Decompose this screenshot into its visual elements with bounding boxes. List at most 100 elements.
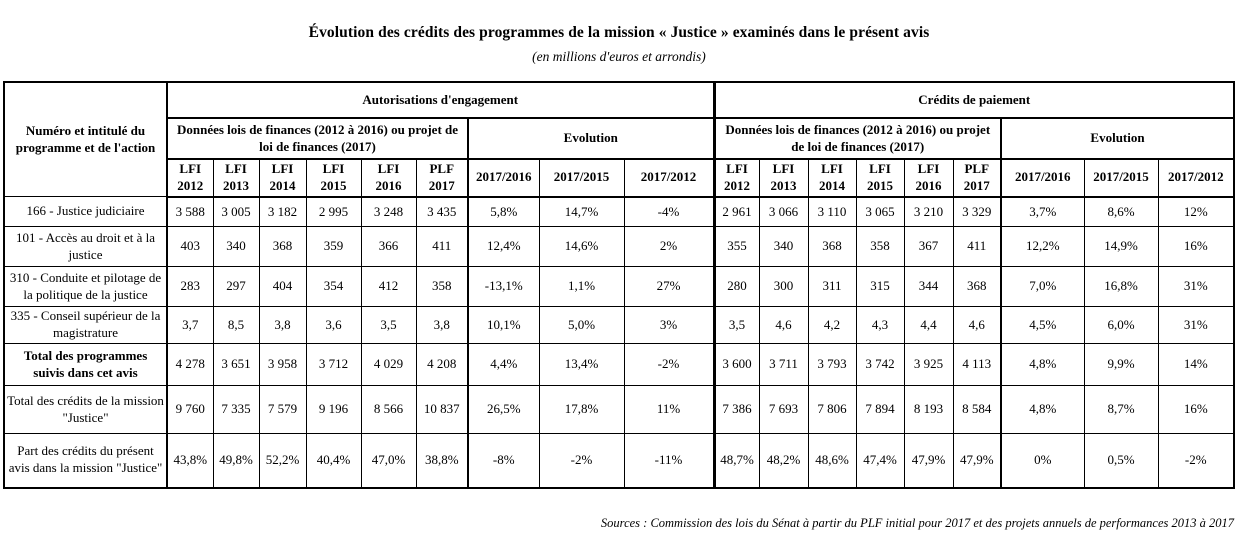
table-cell: 3 210: [903, 196, 954, 228]
header-group-row: Numéro et intitulé du programme et de l'…: [3, 81, 1235, 198]
table-cell: 4,5%: [1000, 306, 1085, 345]
table-cell: 368: [807, 226, 857, 268]
row-label: Total des crédits de la mission "Justice…: [3, 385, 168, 435]
table-cell: 4 208: [415, 343, 469, 387]
table-cell: 12%: [1157, 196, 1235, 228]
table-row: Total des programmes suivis dans cet avi…: [3, 343, 1235, 387]
table-cell: 8,5: [212, 306, 260, 345]
table-cell: 47,9%: [903, 433, 954, 489]
table-cell: 14%: [1157, 343, 1235, 387]
table-cell: 26,5%: [467, 385, 540, 435]
table-cell: 3 329: [952, 196, 1002, 228]
table-cell: 16%: [1157, 226, 1235, 268]
table-cell: 358: [855, 226, 905, 268]
table-cell: 354: [305, 266, 362, 308]
table-cell: 5,8%: [467, 196, 540, 228]
table-cell: -2%: [1157, 433, 1235, 489]
table-cell: 411: [952, 226, 1002, 268]
table-body: 166 - Justice judiciaire 3 588 3 005 3 182 2…: [3, 196, 1235, 489]
table-cell: 2%: [623, 226, 715, 268]
table-cell: 14,6%: [538, 226, 625, 268]
table-cell: 3 711: [758, 343, 809, 387]
table-row: 166 - Justice judiciaire 3 588 3 005 3 182 2…: [3, 196, 1235, 228]
table-cell: 4,2: [807, 306, 857, 345]
page-subtitle: (en millions d'euros et arrondis): [532, 49, 706, 64]
column-header: 2017/2012: [623, 158, 715, 198]
table-cell: 7,0%: [1000, 266, 1085, 308]
table-cell: 14,9%: [1083, 226, 1159, 268]
table-cell: 3 600: [712, 343, 760, 387]
table-cell: 48,6%: [807, 433, 857, 489]
table-cell: 0,5%: [1083, 433, 1159, 489]
table-cell: 31%: [1157, 306, 1235, 345]
table-cell: 48,2%: [758, 433, 809, 489]
table-cell: 13,4%: [538, 343, 625, 387]
table-cell: 3 651: [212, 343, 260, 387]
table-cell: 11%: [623, 385, 715, 435]
table-cell: 7 806: [807, 385, 857, 435]
table-cell: 7 894: [855, 385, 905, 435]
table-row: 310 - Conduite et pilotage de la politiq…: [3, 266, 1235, 308]
table-cell: 412: [360, 266, 417, 308]
table-cell: 3 182: [258, 196, 307, 228]
table-cell: 411: [415, 226, 469, 268]
table-cell: 367: [903, 226, 954, 268]
subheader-cp-evolution: Evolution: [999, 117, 1235, 160]
row-label: Part des crédits du présent avis dans la…: [3, 433, 168, 489]
table-cell: 3,6: [305, 306, 362, 345]
table-cell: 3 065: [855, 196, 905, 228]
table-cell: 4,4%: [467, 343, 540, 387]
table-cell: 3 712: [305, 343, 362, 387]
table-cell: 4 278: [166, 343, 214, 387]
table-cell: 38,8%: [415, 433, 469, 489]
table-cell: -13,1%: [467, 266, 540, 308]
table-cell: 3,7: [166, 306, 214, 345]
table-cell: 12,4%: [467, 226, 540, 268]
table-cell: 3 110: [807, 196, 857, 228]
table-cell: 3,8: [258, 306, 307, 345]
subheader-cp-donnees: Données lois de finances (2012 à 2016) o…: [712, 117, 1002, 160]
table-cell: 283: [166, 266, 214, 308]
table-cell: 7 693: [758, 385, 809, 435]
table-cell: -2%: [623, 343, 715, 387]
table-cell: 9 760: [166, 385, 214, 435]
column-header: LFI 2015: [305, 158, 362, 198]
table-cell: 47,9%: [952, 433, 1002, 489]
column-header: 2017/2016: [1000, 158, 1085, 198]
column-header: LFI 2016: [903, 158, 954, 198]
table-cell: 358: [415, 266, 469, 308]
table-cell: 3 588: [166, 196, 214, 228]
table-cell: 340: [758, 226, 809, 268]
table-cell: -11%: [623, 433, 715, 489]
table-cell: 355: [712, 226, 760, 268]
table-cell: 3 958: [258, 343, 307, 387]
table-cell: 366: [360, 226, 417, 268]
table-cell: 4,3: [855, 306, 905, 345]
subheader-ae-donnees: Données lois de finances (2012 à 2016) o…: [166, 117, 469, 160]
group-header-autorisations-engagement: Autorisations d'engagement: [166, 81, 715, 119]
column-header: PLF 2017: [415, 158, 469, 198]
table-cell: 16,8%: [1083, 266, 1159, 308]
table-cell: -2%: [538, 433, 625, 489]
table-cell: 7 386: [712, 385, 760, 435]
table-cell: 8,7%: [1083, 385, 1159, 435]
table-cell: 8 566: [360, 385, 417, 435]
table-row: Part des crédits du présent avis dans la…: [3, 433, 1235, 489]
table-cell: 17,8%: [538, 385, 625, 435]
column-header-row: LFI 2012 LFI 2013 LFI 2014 LFI 2015 LFI 2016…: [4, 158, 1235, 198]
table-cell: 47,4%: [855, 433, 905, 489]
table-cell: 8,6%: [1083, 196, 1159, 228]
table-cell: 48,7%: [712, 433, 760, 489]
row-label: 335 - Conseil supérieur de la magistratu…: [3, 306, 168, 345]
table-cell: 3 435: [415, 196, 469, 228]
column-header: 2017/2016: [467, 158, 540, 198]
table-cell: 4 029: [360, 343, 417, 387]
table-row: Total des crédits de la mission "Justice…: [3, 385, 1235, 435]
table-cell: 49,8%: [212, 433, 260, 489]
table-cell: 5,0%: [538, 306, 625, 345]
table-cell: 404: [258, 266, 307, 308]
table-cell: 7 579: [258, 385, 307, 435]
table-cell: 7 335: [212, 385, 260, 435]
table-cell: 4,4: [903, 306, 954, 345]
table-cell: 4,8%: [1000, 385, 1085, 435]
